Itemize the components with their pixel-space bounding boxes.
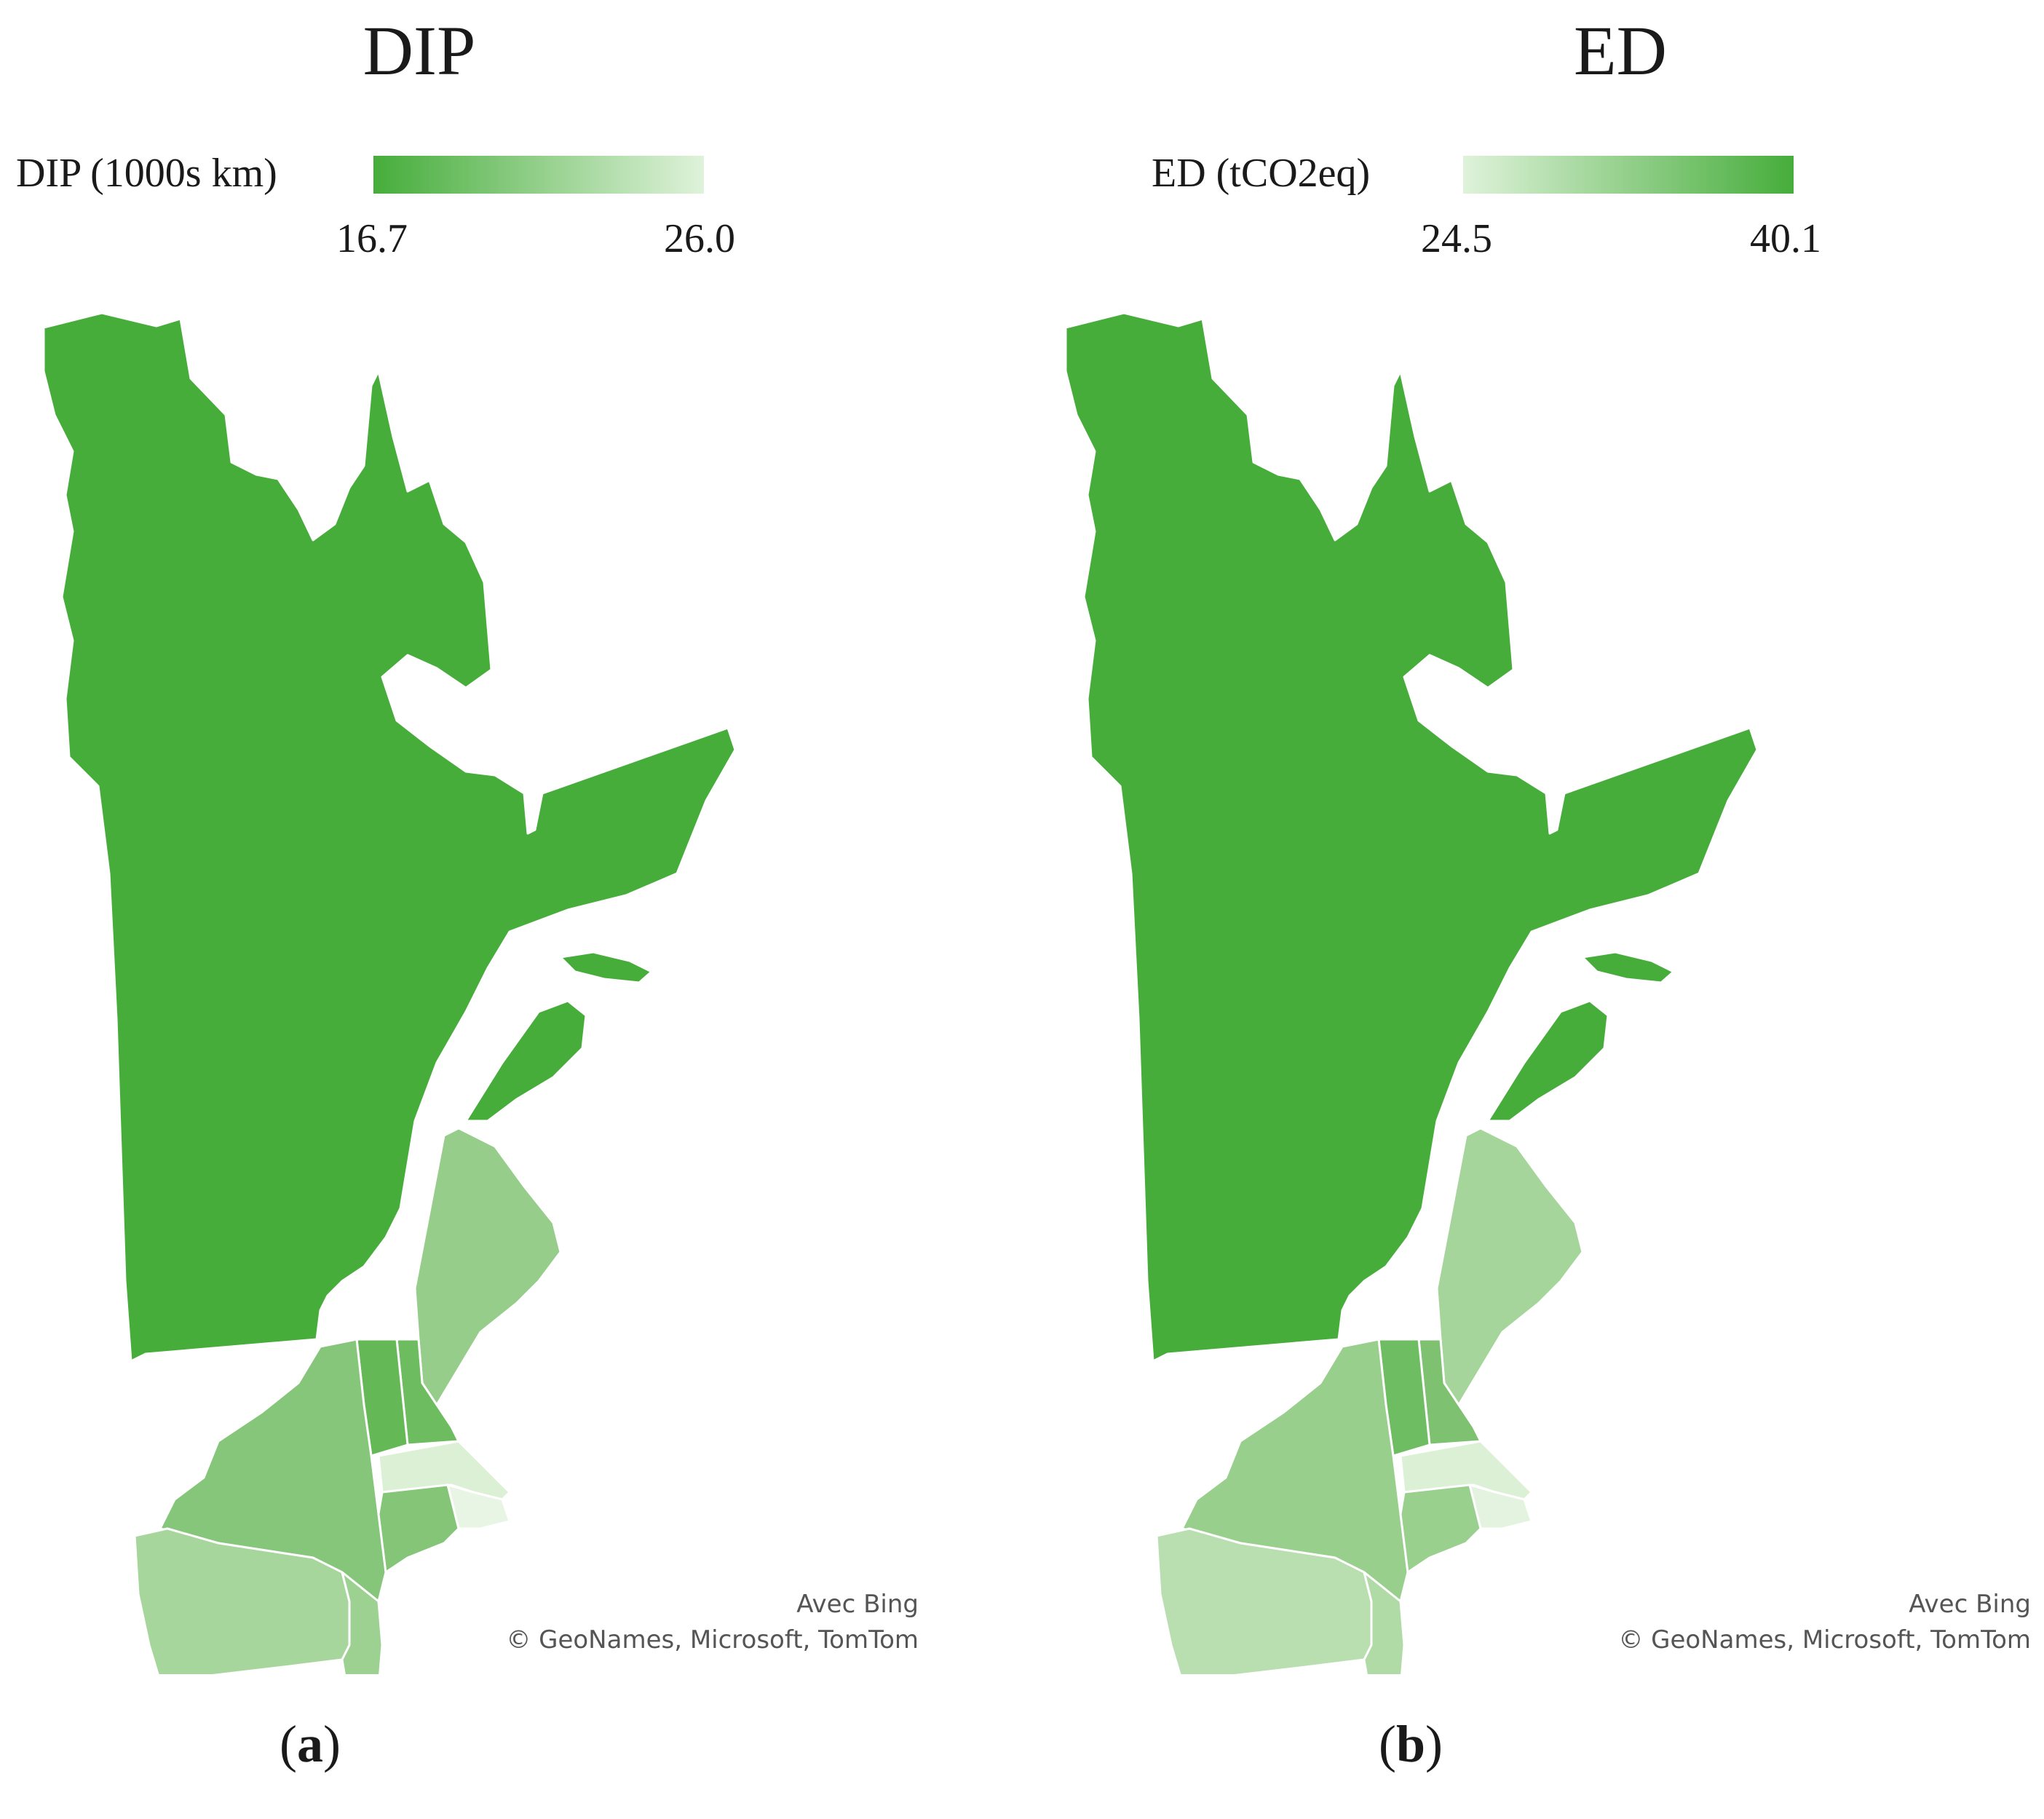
choropleth-map xyxy=(1064,312,1759,1674)
legend-min-value: 16.7 xyxy=(336,216,408,261)
panel-label-close: ) xyxy=(1425,1715,1443,1773)
panel-label-open: ( xyxy=(280,1715,297,1773)
credit-line-1: Avec Bing xyxy=(796,1590,919,1619)
panel-label-open: ( xyxy=(1379,1715,1396,1773)
region-anticosti xyxy=(1581,951,1675,984)
credit-line-1: Avec Bing xyxy=(1909,1590,2031,1619)
legend-max-value: 40.1 xyxy=(1750,216,1821,261)
map-panel-b: ED ED (tCO2eq) 24.5 40.1 Avec Bing © Geo… xyxy=(1022,0,2044,1819)
region-anticosti xyxy=(559,951,653,984)
region-connecticut xyxy=(1399,1483,1482,1574)
map-panel-a: DIP DIP (1000s km) 16.7 26.0 Avec Bing ©… xyxy=(16,12,919,1771)
legend-gradient-bar xyxy=(1463,156,1794,194)
credit-line-2: © GeoNames, Microsoft, TomTom xyxy=(506,1625,919,1655)
panel-label: (b) xyxy=(1379,1718,1443,1770)
map-credit: Avec Bing © GeoNames, Microsoft, TomTom xyxy=(1618,1587,2031,1659)
legend-label: DIP (1000s km) xyxy=(16,151,277,196)
legend-min-value: 24.5 xyxy=(1421,216,1492,261)
legend-label: ED (tCO2eq) xyxy=(1152,151,1371,196)
map-title: DIP xyxy=(363,12,476,90)
region-quebec xyxy=(1064,312,1759,1363)
region-new-hampshire xyxy=(395,1338,460,1446)
credit-line-2: © GeoNames, Microsoft, TomTom xyxy=(1618,1625,2031,1655)
region-maine xyxy=(413,1127,562,1406)
region-new-jersey xyxy=(341,1571,384,1674)
region-maine xyxy=(1435,1127,1584,1406)
region-new-jersey xyxy=(1363,1571,1406,1674)
panel-label-close: ) xyxy=(322,1715,341,1773)
map-credit: Avec Bing © GeoNames, Microsoft, TomTom xyxy=(506,1587,919,1659)
region-new-hampshire xyxy=(1417,1338,1482,1446)
region-quebec xyxy=(42,312,737,1363)
legend-max-value: 26.0 xyxy=(664,216,735,261)
panel-label: (a) xyxy=(280,1718,341,1770)
choropleth-map xyxy=(42,312,737,1674)
panel-label-letter: a xyxy=(296,1715,323,1773)
region-gaspe xyxy=(464,999,587,1122)
map-title: ED xyxy=(1574,12,1667,90)
legend-gradient-bar xyxy=(373,156,704,194)
region-gaspe xyxy=(1486,999,1609,1122)
panel-label-letter: b xyxy=(1395,1715,1426,1773)
region-connecticut xyxy=(377,1483,460,1574)
